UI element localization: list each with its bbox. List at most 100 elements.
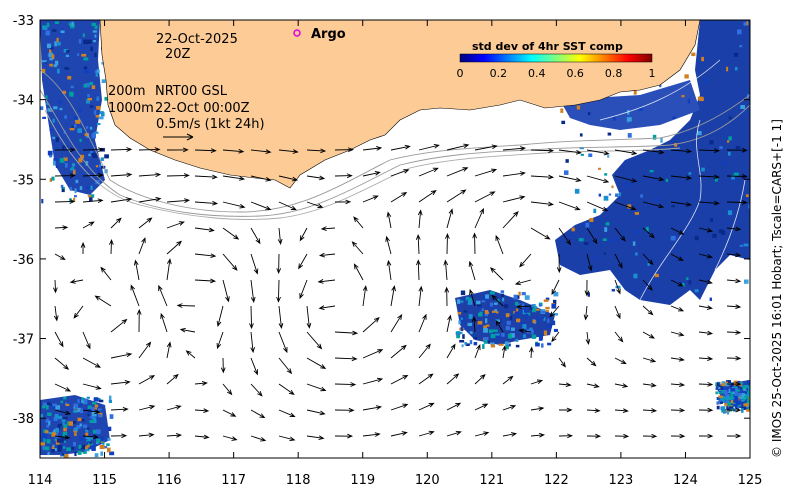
sst-speckle bbox=[41, 405, 46, 409]
sst-speckle bbox=[517, 303, 523, 306]
sst-speckle bbox=[51, 446, 55, 450]
sst-speckle bbox=[46, 405, 49, 410]
sst-speckle bbox=[728, 116, 732, 120]
current-arrow bbox=[726, 174, 748, 179]
sst-speckle bbox=[604, 173, 608, 176]
sst-speckle bbox=[62, 446, 66, 449]
sst-speckle bbox=[42, 445, 45, 450]
argo-float-marker[interactable] bbox=[293, 29, 301, 37]
sst-speckle bbox=[95, 165, 99, 168]
current-arrow bbox=[642, 201, 665, 209]
sst-speckle bbox=[547, 342, 552, 346]
current-arrow bbox=[390, 403, 409, 411]
current-arrow bbox=[474, 403, 489, 411]
sst-speckle bbox=[739, 387, 743, 390]
sst-speckle bbox=[541, 310, 546, 314]
sst-speckle bbox=[722, 161, 728, 165]
sst-speckle bbox=[498, 343, 504, 346]
contour-1000m bbox=[40, 89, 750, 217]
sst-speckle bbox=[57, 423, 63, 427]
sst-speckle bbox=[743, 387, 746, 391]
sst-speckle bbox=[723, 390, 728, 393]
current-arrow bbox=[642, 408, 658, 413]
current-arrow bbox=[138, 341, 152, 359]
argo-label: Argo bbox=[311, 27, 346, 42]
current-arrow bbox=[216, 331, 224, 350]
sst-speckle bbox=[598, 167, 601, 170]
current-arrow bbox=[306, 201, 324, 209]
sst-speckle bbox=[74, 195, 77, 198]
sst-speckle bbox=[93, 110, 97, 115]
current-arrow bbox=[320, 226, 336, 231]
sst-speckle bbox=[521, 303, 525, 308]
current-arrow bbox=[495, 234, 504, 255]
sst-speckle bbox=[483, 325, 487, 329]
sst-speckle bbox=[459, 340, 465, 343]
sst-speckle bbox=[90, 46, 93, 51]
current-arrow bbox=[136, 308, 142, 333]
sst-speckle bbox=[504, 341, 509, 345]
sst-speckle bbox=[737, 383, 740, 389]
current-arrow bbox=[334, 173, 353, 179]
sst-speckle bbox=[721, 381, 725, 384]
current-arrow bbox=[138, 172, 162, 178]
current-arrow bbox=[362, 377, 384, 385]
current-arrow bbox=[353, 263, 364, 281]
sst-speckle bbox=[704, 202, 707, 206]
sst-speckle bbox=[62, 422, 65, 426]
sst-speckle bbox=[79, 423, 82, 427]
sst-speckle bbox=[482, 344, 485, 349]
current-arrow bbox=[418, 343, 431, 359]
ssh-contour-a bbox=[639, 119, 702, 301]
sst-speckle bbox=[492, 329, 498, 333]
sst-speckle bbox=[82, 424, 88, 429]
sst-speckle bbox=[73, 169, 76, 175]
current-arrow bbox=[390, 285, 396, 307]
sst-speckle bbox=[738, 382, 744, 385]
sst-speckle bbox=[109, 414, 114, 419]
current-arrow bbox=[502, 432, 518, 437]
current-arrow bbox=[519, 253, 532, 268]
sst-speckle bbox=[72, 442, 77, 447]
current-arrow bbox=[614, 383, 629, 388]
current-arrow bbox=[160, 312, 168, 333]
current-arrow bbox=[642, 331, 655, 339]
sst-speckle bbox=[545, 306, 550, 310]
sst-speckle bbox=[741, 408, 744, 413]
current-arrow bbox=[446, 430, 462, 437]
sst-speckle bbox=[724, 393, 728, 397]
sst-speckle bbox=[585, 222, 590, 228]
sst-speckle bbox=[726, 409, 729, 415]
current-arrow bbox=[446, 143, 470, 151]
current-arrow bbox=[502, 405, 517, 411]
sst-speckle bbox=[94, 453, 99, 458]
current-arrow bbox=[698, 330, 714, 336]
sst-speckle bbox=[674, 143, 678, 147]
sst-speckle bbox=[579, 133, 583, 137]
current-arrow bbox=[334, 356, 358, 362]
sst-speckle bbox=[40, 442, 46, 446]
sst-speckle bbox=[529, 306, 533, 310]
sst-speckle bbox=[77, 417, 82, 422]
sst-speckle bbox=[100, 436, 104, 442]
sst-speckle bbox=[553, 291, 559, 297]
x-tick-label: 125 bbox=[738, 473, 763, 488]
current-arrow bbox=[670, 279, 684, 287]
sst-speckle bbox=[627, 133, 632, 138]
current-arrow bbox=[726, 433, 742, 439]
sst-speckle bbox=[94, 407, 97, 410]
sst-speckle bbox=[56, 37, 59, 43]
sst-speckle bbox=[49, 128, 54, 131]
colorbar-bar bbox=[459, 53, 653, 63]
current-arrow bbox=[110, 147, 133, 152]
sst-speckle bbox=[104, 154, 109, 159]
sst-speckle bbox=[476, 300, 481, 305]
current-arrow bbox=[362, 349, 384, 359]
current-arrow bbox=[698, 253, 713, 259]
current-arrow bbox=[138, 147, 161, 152]
sst-speckle bbox=[478, 307, 481, 310]
current-arrow bbox=[502, 375, 514, 385]
current-arrow bbox=[614, 227, 626, 242]
current-arrow bbox=[276, 253, 282, 275]
sst-speckle bbox=[84, 448, 90, 452]
